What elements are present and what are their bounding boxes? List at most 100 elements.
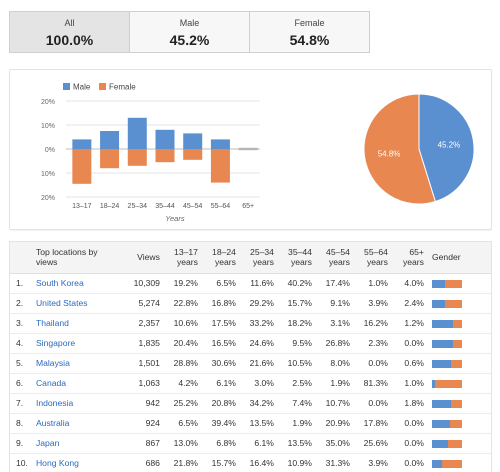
location-link[interactable]: Hong Kong <box>35 458 79 468</box>
cell-d: 40.2% <box>277 273 316 294</box>
gender-bar <box>431 379 462 388</box>
bar-female-2[interactable] <box>127 149 147 166</box>
row-index: 1. <box>10 273 32 294</box>
bar-male-5[interactable] <box>210 139 230 149</box>
cell-b: 17.5% <box>201 313 240 334</box>
bar-male-3[interactable] <box>155 129 175 149</box>
location-link[interactable]: Australia <box>35 418 70 428</box>
column-header-6[interactable]: 35–44 years <box>277 242 316 274</box>
pie-slice-female[interactable] <box>363 93 436 205</box>
cell-views: 1,063 <box>123 373 164 394</box>
cell-e: 26.8% <box>315 333 354 354</box>
cell-e: 35.0% <box>315 433 354 454</box>
table-row: 10. Hong Kong 686 21.8% 15.7% 16.4% 10.9% 31.3%… <box>10 453 491 472</box>
gender-bar <box>431 299 462 308</box>
column-header-5[interactable]: 25–34 years <box>239 242 278 274</box>
column-header-7[interactable]: 45–54 years <box>315 242 354 274</box>
gender-bar-male <box>431 379 435 388</box>
pie-label-female: 54.8% <box>378 150 401 159</box>
cell-b: 6.8% <box>201 433 240 454</box>
gender-bar-male <box>431 439 449 448</box>
column-header-3[interactable]: 13–17 years <box>163 242 202 274</box>
pie-label-male: 45.2% <box>438 140 461 149</box>
location-link[interactable]: Japan <box>35 438 60 448</box>
row-index: 2. <box>10 293 32 314</box>
cell-f: 1.0% <box>353 273 392 294</box>
gender-bar-male <box>431 279 446 288</box>
cell-g: 0.0% <box>391 433 428 454</box>
location-link[interactable]: United States <box>35 298 88 308</box>
gender-bar <box>431 439 462 448</box>
table-row: 4. Singapore 1,835 20.4% 16.5% 24.6% 9.5% 26.8%… <box>10 333 491 354</box>
gender-cell <box>427 453 491 472</box>
gender-bar <box>431 399 462 408</box>
row-index: 4. <box>10 333 32 354</box>
column-header-9[interactable]: 65+ years <box>391 242 428 274</box>
cell-c: 34.2% <box>239 393 278 414</box>
row-index: 8. <box>10 413 32 434</box>
pie-slice-male[interactable] <box>418 93 475 203</box>
x-tick-label: 25–34 <box>128 203 148 210</box>
x-tick-label: 13–17 <box>72 203 92 210</box>
bar-female-6[interactable] <box>238 149 258 151</box>
legend-label-male: Male <box>73 83 91 92</box>
tab-all-label: All <box>64 18 75 28</box>
bar-male-4[interactable] <box>183 133 203 149</box>
tab-male[interactable]: Male 45.2% <box>130 12 250 52</box>
y-tick-label: 10% <box>41 123 55 130</box>
x-tick-label: 18–24 <box>100 203 120 210</box>
location-link[interactable]: Singapore <box>35 338 76 348</box>
cell-a: 22.8% <box>163 293 202 314</box>
column-header-4[interactable]: 18–24 years <box>201 242 240 274</box>
cell-views: 924 <box>123 413 164 434</box>
row-index: 3. <box>10 313 32 334</box>
column-header-8[interactable]: 55–64 years <box>353 242 392 274</box>
bar-female-0[interactable] <box>72 149 92 184</box>
x-tick-label: 55–64 <box>211 203 231 210</box>
location-link[interactable]: Canada <box>35 378 67 388</box>
bar-female-1[interactable] <box>100 149 120 169</box>
cell-d: 1.9% <box>277 413 316 434</box>
gender-cell <box>427 393 491 414</box>
location-cell: Malaysia <box>31 353 124 374</box>
bar-male-1[interactable] <box>100 131 120 149</box>
location-link[interactable]: Indonesia <box>35 398 74 408</box>
gender-bar-male <box>431 359 452 368</box>
gender-bar <box>431 279 462 288</box>
gender-bar <box>431 459 462 468</box>
table-row: 2. United States 5,274 22.8% 16.8% 29.2% 15.7%… <box>10 293 491 314</box>
chart-legend: Male Female <box>63 83 136 92</box>
bar-female-5[interactable] <box>210 149 230 183</box>
cell-a: 28.8% <box>163 353 202 374</box>
cell-f: 0.0% <box>353 393 392 414</box>
tab-female-value: 54.8% <box>289 32 330 48</box>
row-index: 6. <box>10 373 32 394</box>
bar-female-3[interactable] <box>155 149 175 163</box>
locations-table-panel: Top locations by views Views 13–17 years 18… <box>9 241 492 472</box>
x-tick-label: 65+ <box>242 203 254 210</box>
row-index: 7. <box>10 393 32 414</box>
column-header-10[interactable]: Gender <box>427 242 491 274</box>
tab-male-label: Male <box>179 18 200 28</box>
location-link[interactable]: Malaysia <box>35 358 70 368</box>
table-row: 8. Australia 924 6.5% 39.4% 13.5% 1.9% 20.9% 17.… <box>10 413 491 434</box>
column-header-2[interactable]: Views <box>123 242 164 274</box>
bar-female-4[interactable] <box>183 149 203 160</box>
column-header-0 <box>10 242 32 274</box>
locations-table: Top locations by views Views 13–17 years 18… <box>10 242 491 472</box>
bar-male-0[interactable] <box>72 139 92 149</box>
tab-all[interactable]: All 100.0% <box>10 12 130 52</box>
y-tick-label: 0% <box>45 147 55 154</box>
cell-g: 0.0% <box>391 413 428 434</box>
gender-bar-male <box>431 459 443 468</box>
location-link[interactable]: Thailand <box>35 318 69 328</box>
legend-swatch-female <box>99 83 106 90</box>
cell-f: 3.9% <box>353 453 392 472</box>
bar-male-2[interactable] <box>127 117 147 149</box>
location-link[interactable]: South Korea <box>35 278 84 288</box>
bar-male-6[interactable] <box>238 147 258 149</box>
y-tick-label: 20% <box>41 99 55 106</box>
tab-female[interactable]: Female 54.8% <box>250 12 369 52</box>
gender-bar-male <box>431 419 450 428</box>
gender-cell <box>427 433 491 454</box>
